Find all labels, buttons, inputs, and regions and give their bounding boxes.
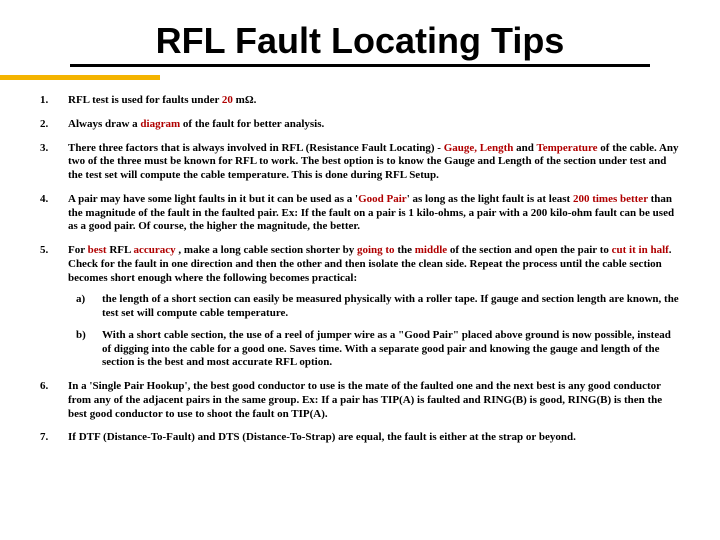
highlight-text: Good Pair xyxy=(358,193,407,205)
sub-marker: b) xyxy=(76,329,86,343)
tip-item: Always draw a diagram of the fault for b… xyxy=(40,118,680,132)
highlight-text: Gauge, Length xyxy=(444,142,514,154)
tip-item: RFL test is used for faults under 20 mΩ. xyxy=(40,94,680,108)
highlight-text: Temperature xyxy=(536,142,597,154)
highlight-text: accuracy xyxy=(134,244,176,256)
body-text: , make a long cable section shorter by xyxy=(176,244,357,256)
accent-bar xyxy=(0,75,160,80)
body-text: the length of a short section can easily… xyxy=(102,293,679,319)
sub-item: b) With a short cable section, the use of… xyxy=(68,329,680,370)
tip-item: A pair may have some light faults in it … xyxy=(40,193,680,234)
body-text: A pair may have some light faults in it … xyxy=(68,193,358,205)
highlight-text: cut it in half xyxy=(612,244,669,256)
tip-item: In a 'Single Pair Hookup', the best good… xyxy=(40,380,680,421)
highlight-text: middle xyxy=(415,244,447,256)
sub-marker: a) xyxy=(76,293,85,307)
body-text: the xyxy=(395,244,415,256)
body-text: and xyxy=(513,142,536,154)
body-text: In a 'Single Pair Hookup', the best good… xyxy=(68,380,662,420)
page-title: RFL Fault Locating Tips xyxy=(70,20,650,67)
tip-item: For best RFL accuracy , make a long cabl… xyxy=(40,244,680,370)
body-text: With a short cable section, the use of a… xyxy=(102,329,671,369)
sub-list: a) the length of a short section can easi… xyxy=(68,293,680,370)
body-text: of the section and open the pair to xyxy=(447,244,612,256)
body-text: RFL xyxy=(107,244,134,256)
tips-list: RFL test is used for faults under 20 mΩ.… xyxy=(40,94,680,445)
highlight-text: 200 times better xyxy=(573,193,648,205)
body-text: If DTF (Distance-To-Fault) and DTS (Dist… xyxy=(68,431,576,443)
highlight-text: best xyxy=(88,244,107,256)
body-text: There three factors that is always invol… xyxy=(68,142,444,154)
highlight-text: diagram xyxy=(140,118,180,130)
body-text: RFL test is used for faults under xyxy=(68,94,222,106)
body-text: For xyxy=(68,244,88,256)
body-text: Always draw a xyxy=(68,118,140,130)
tip-item: There three factors that is always invol… xyxy=(40,142,680,183)
sub-item: a) the length of a short section can easi… xyxy=(68,293,680,321)
body-text: ' as long as the light fault is at least xyxy=(407,193,573,205)
highlight-text: 20 xyxy=(222,94,233,106)
highlight-text: going to xyxy=(357,244,395,256)
tip-item: If DTF (Distance-To-Fault) and DTS (Dist… xyxy=(40,431,680,445)
body-text: mΩ. xyxy=(233,94,256,106)
body-text: of the fault for better analysis. xyxy=(180,118,324,130)
